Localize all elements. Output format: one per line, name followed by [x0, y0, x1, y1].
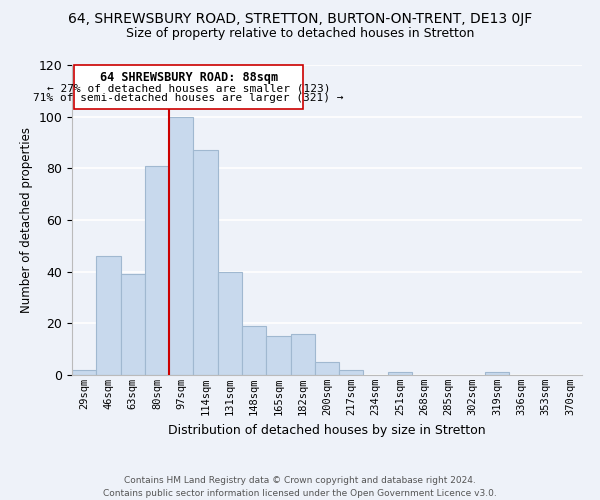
Bar [193, 150, 218, 375]
Bar [290, 334, 315, 375]
Bar [242, 326, 266, 375]
Bar [339, 370, 364, 375]
Bar [266, 336, 290, 375]
Bar [388, 372, 412, 375]
Text: ← 27% of detached houses are smaller (123): ← 27% of detached houses are smaller (12… [47, 83, 331, 93]
Bar [145, 166, 169, 375]
Bar [218, 272, 242, 375]
Text: 71% of semi-detached houses are larger (321) →: 71% of semi-detached houses are larger (… [34, 94, 344, 104]
Text: 64, SHREWSBURY ROAD, STRETTON, BURTON-ON-TRENT, DE13 0JF: 64, SHREWSBURY ROAD, STRETTON, BURTON-ON… [68, 12, 532, 26]
Bar [72, 370, 96, 375]
Y-axis label: Number of detached properties: Number of detached properties [20, 127, 33, 313]
Text: Contains HM Land Registry data © Crown copyright and database right 2024.
Contai: Contains HM Land Registry data © Crown c… [103, 476, 497, 498]
X-axis label: Distribution of detached houses by size in Stretton: Distribution of detached houses by size … [168, 424, 486, 436]
Bar [315, 362, 339, 375]
Bar [485, 372, 509, 375]
Bar [96, 256, 121, 375]
FancyBboxPatch shape [74, 65, 303, 109]
Text: Size of property relative to detached houses in Stretton: Size of property relative to detached ho… [126, 28, 474, 40]
Bar [169, 116, 193, 375]
Text: 64 SHREWSBURY ROAD: 88sqm: 64 SHREWSBURY ROAD: 88sqm [100, 72, 278, 85]
Bar [121, 274, 145, 375]
